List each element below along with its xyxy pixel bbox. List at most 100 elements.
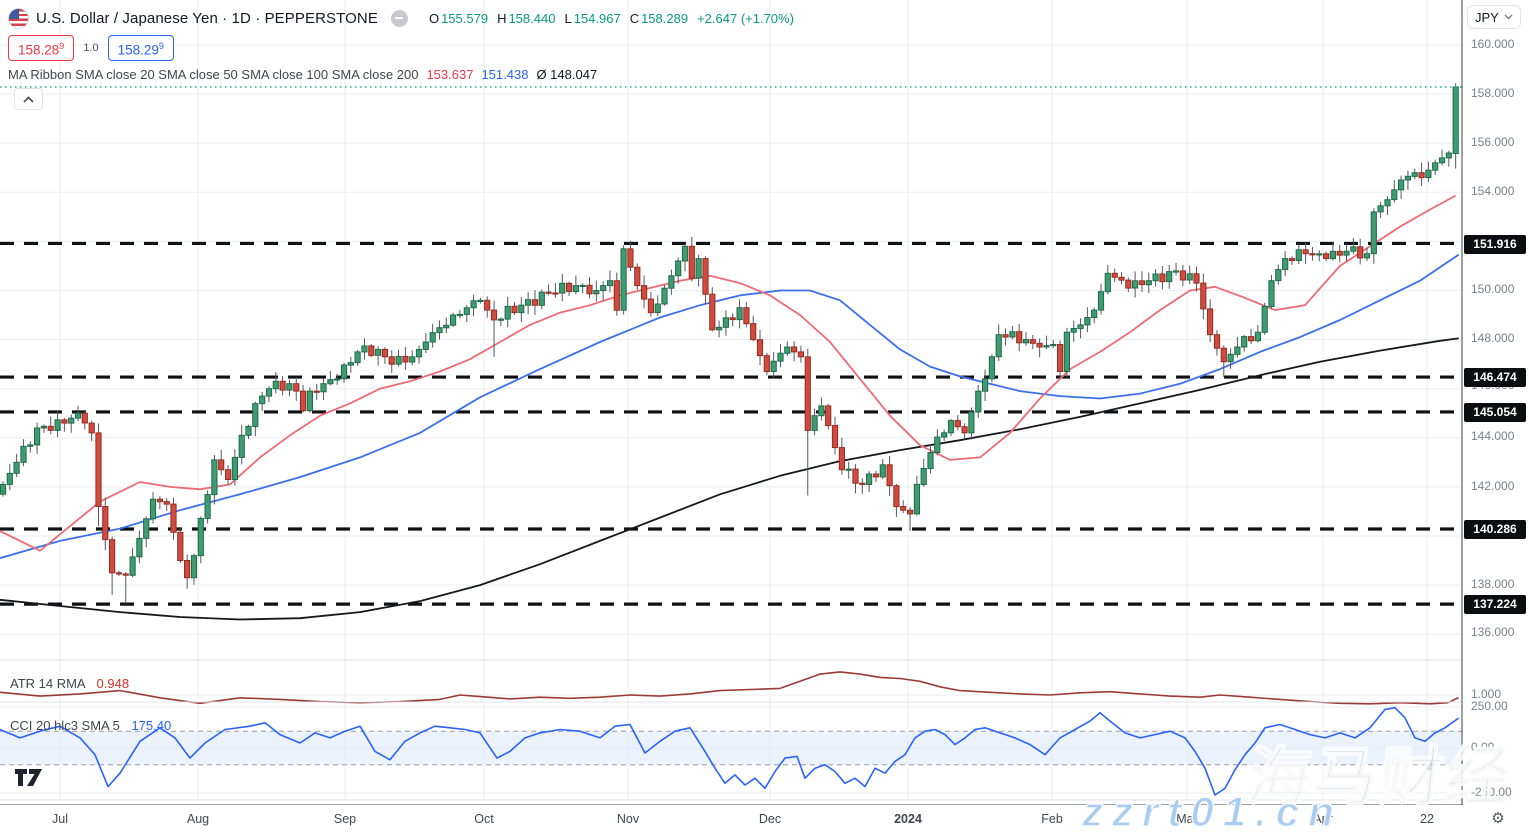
candle-body: [1200, 282, 1207, 310]
candle-body: [320, 383, 327, 393]
candle-body: [1357, 246, 1364, 259]
ask-price: 158.29: [117, 42, 159, 58]
candle-body: [709, 293, 716, 331]
candle-body: [1445, 152, 1452, 159]
open-value: 155.579: [441, 10, 489, 26]
market-status-icon[interactable]: [390, 9, 408, 27]
candle-body: [184, 560, 191, 579]
candle-body: [272, 380, 279, 390]
price-tick-label: 138.000: [1471, 577, 1515, 591]
candle-body: [593, 290, 600, 295]
candle-body: [13, 461, 20, 474]
candle-body: [354, 351, 361, 364]
chevron-up-icon: [23, 95, 34, 103]
candle-body: [1370, 211, 1377, 255]
candle-body: [791, 346, 798, 353]
candle-body: [1343, 250, 1350, 256]
candle-body: [634, 266, 641, 287]
candle-body: [900, 506, 907, 511]
candle-body: [886, 464, 893, 487]
atr-legend[interactable]: ATR 14 RMA 0.948: [10, 676, 129, 691]
collapse-pane-button[interactable]: [14, 88, 43, 110]
currency-selector[interactable]: JPY: [1467, 5, 1521, 29]
candle-body: [1070, 328, 1077, 333]
candle-body: [1268, 280, 1275, 308]
price-tick-label: 142.000: [1471, 479, 1515, 493]
ma-ribbon-legend[interactable]: MA Ribbon SMA close 20 SMA close 50 SMA …: [8, 67, 794, 82]
candle-body: [1288, 258, 1296, 262]
candle-body: [920, 468, 927, 485]
candle-body: [1363, 253, 1371, 259]
candle-body: [525, 299, 532, 306]
candle-body: [681, 245, 689, 262]
candle-body: [1316, 253, 1323, 256]
price-tick-label: 144.000: [1471, 429, 1515, 443]
candle-body: [729, 317, 736, 321]
candle-body: [74, 412, 82, 419]
candle-body: [1309, 253, 1316, 256]
price-axis[interactable]: JPY 160.000 158.000 156.000 154.000 150.000 1…: [1463, 0, 1529, 805]
candle-body: [368, 345, 375, 356]
candle-body: [402, 355, 409, 363]
candle-body: [1029, 339, 1036, 344]
candle-body: [1329, 250, 1337, 260]
candle-body: [340, 364, 348, 380]
candle-body: [804, 356, 811, 431]
candle-body: [661, 287, 668, 305]
candle-body: [436, 327, 443, 334]
time-axis[interactable]: Jul Aug Sep Oct Nov Dec 2024 Feb Mar Apr 22: [0, 805, 1529, 834]
time-axis-label: Dec: [758, 812, 782, 826]
candle-body: [177, 531, 184, 561]
candle-body: [1091, 309, 1098, 319]
tradingview-logo[interactable]: [15, 769, 45, 791]
candle-body: [668, 275, 675, 289]
cci-legend[interactable]: CCI 20 hlc3 SMA 5 175.40: [10, 718, 171, 733]
ask-price-sup: 9: [158, 40, 164, 51]
close-value: 158.289: [641, 10, 689, 26]
cci-tick-label: 250.00: [1471, 699, 1508, 713]
candle-body: [204, 494, 211, 519]
symbol-row[interactable]: U.S. Dollar / Japanese Yen · 1D · PEPPER…: [8, 6, 794, 30]
candle-body: [1125, 279, 1132, 289]
candle-body: [627, 248, 634, 268]
candle-body: [852, 468, 859, 484]
time-axis-label: Nov: [616, 812, 640, 826]
candle-body: [838, 447, 845, 471]
candle-body: [95, 432, 102, 507]
candle-body: [102, 506, 109, 541]
candle-body: [1159, 273, 1166, 283]
candle-body: [375, 348, 382, 356]
symbol-name: U.S. Dollar / Japanese Yen: [36, 9, 218, 27]
candle-body: [811, 415, 818, 431]
candle-body: [81, 412, 88, 424]
candle-body: [722, 317, 729, 328]
candle-body: [265, 388, 273, 397]
interval-label[interactable]: 1D: [231, 9, 251, 27]
sma-average-value: Ø 148.047: [536, 67, 598, 82]
symbol-title[interactable]: U.S. Dollar / Japanese Yen · 1D · PEPPER…: [36, 10, 378, 27]
candle-body: [825, 405, 832, 426]
axis-settings-button[interactable]: ⚙: [1484, 806, 1512, 830]
candle-body: [1166, 271, 1173, 283]
candle-body: [606, 280, 614, 287]
candle-body: [1063, 331, 1071, 373]
candle-body: [1302, 249, 1309, 255]
time-axis-label: Sep: [333, 812, 357, 826]
candle-body: [1016, 331, 1023, 344]
open-label: O: [428, 10, 440, 26]
candle-body: [463, 307, 470, 315]
candle-body: [777, 352, 784, 362]
currency-label: JPY: [1475, 9, 1499, 25]
candle-body: [647, 298, 654, 314]
buy-button[interactable]: 158.299: [107, 34, 174, 62]
candle-body: [477, 299, 484, 302]
candle-body: [327, 379, 334, 385]
candle-body: [238, 434, 245, 458]
candle-body: [415, 348, 423, 358]
candle-body: [218, 459, 225, 471]
candle-body: [1193, 273, 1200, 284]
candle-body: [1213, 334, 1221, 349]
sell-button[interactable]: 158.289: [8, 34, 75, 62]
